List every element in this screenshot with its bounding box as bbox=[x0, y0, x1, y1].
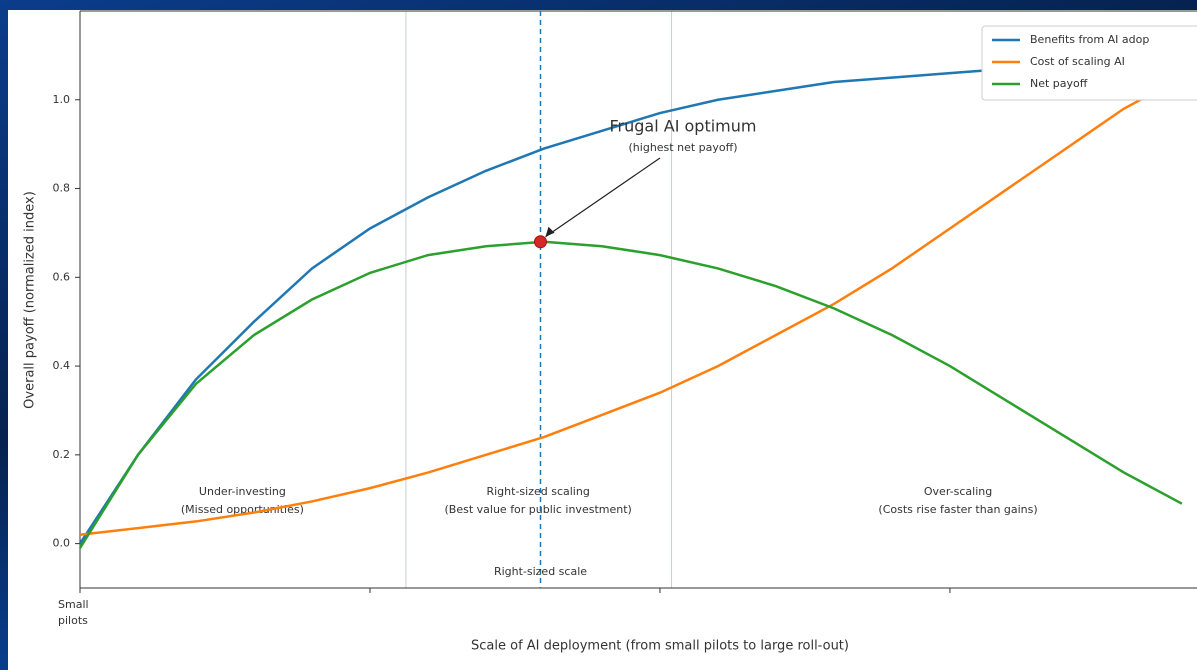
legend-label: Benefits from AI adop bbox=[1030, 33, 1149, 46]
y-tick-label: 0.6 bbox=[53, 270, 71, 283]
series-line bbox=[78, 240, 1183, 549]
optimum-line-label: Right-sized scale bbox=[494, 565, 587, 578]
region-label: Under-investing bbox=[199, 485, 286, 498]
legend-box bbox=[981, 25, 1197, 101]
y-tick-label: 1.0 bbox=[53, 93, 71, 106]
region-label: Right-sized scaling bbox=[486, 485, 589, 498]
y-tick-label: 0.8 bbox=[53, 182, 71, 195]
annotation-arrow bbox=[545, 157, 661, 238]
legend-label: Cost of scaling AI bbox=[1030, 55, 1125, 68]
region-label: Over-scaling bbox=[924, 485, 992, 498]
optimum-marker bbox=[533, 235, 547, 249]
y-tick-label: 0.4 bbox=[53, 359, 71, 372]
y-axis-label: Overall payoff (normalized index) bbox=[23, 191, 38, 409]
annotation-subtitle: (highest net payoff) bbox=[629, 141, 738, 154]
y-tick-label: 0.2 bbox=[53, 448, 71, 461]
chart-background bbox=[8, 10, 1197, 670]
series-line bbox=[79, 76, 1183, 536]
arrow-head bbox=[545, 226, 555, 237]
y-tick-label: 0.0 bbox=[53, 537, 71, 550]
region-sublabel: (Best value for public investment) bbox=[445, 503, 632, 516]
annotation-title: Frugal AI optimum bbox=[610, 117, 757, 136]
legend-label: Net payoff bbox=[1030, 77, 1088, 90]
x-axis-label: Scale of AI deployment (from small pilot… bbox=[471, 639, 849, 654]
region-sublabel: (Costs rise faster than gains) bbox=[878, 503, 1037, 516]
x-tick-label: Small pilots bbox=[58, 598, 89, 627]
region-sublabel: (Missed opportunities) bbox=[181, 503, 304, 516]
